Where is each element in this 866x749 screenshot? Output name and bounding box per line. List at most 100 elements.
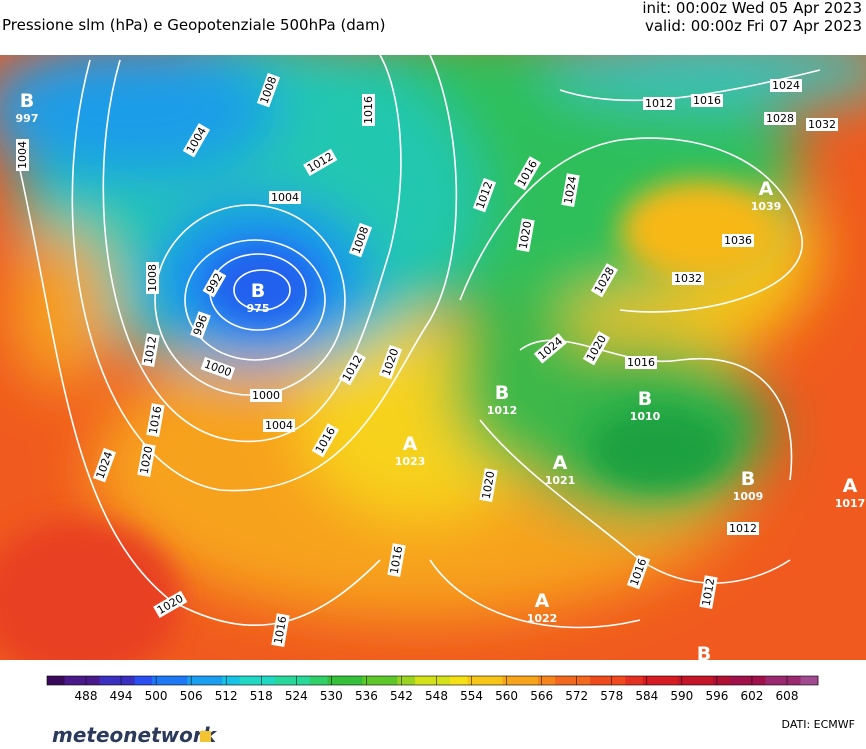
colorbar-segment [712,676,731,685]
colorbar-segment [677,676,696,685]
isobar-label-text: 1012 [142,335,160,365]
center-letter: A [843,475,858,497]
isobar-label-bg [263,419,295,432]
center-letter: B [638,388,652,410]
colorbar-segment [344,676,363,685]
isobar-label-bg [770,79,802,92]
isobar-label-text: 1016 [388,545,406,575]
map-title: Pressione slm (hPa) e Geopotenziale 500h… [2,16,385,34]
center-value: 1023 [395,455,426,468]
isobar-label: 1016 [691,94,723,107]
colorbar-tick-label: 548 [425,689,448,703]
colorbar-tick-label: 536 [355,689,378,703]
colorbar-tick-label: 584 [635,689,658,703]
isobar-label-bg [92,447,117,483]
isobar-label-bg [250,389,282,402]
isobar-label-text: 1004 [271,191,299,204]
colorbar-segment [169,676,188,685]
isobar-label-bg [338,351,367,386]
isobar-label: 1016 [146,403,165,437]
colorbar-segment [134,676,153,685]
isobar-label: 1016 [362,94,375,126]
colorbar-segment [47,676,66,685]
isobar-label-bg [153,590,188,619]
isobar-label-text: 1016 [147,405,165,435]
isobar-label-bg [387,543,406,577]
colorbar-segment [782,676,801,685]
colorbar-segment [222,676,241,685]
isobar-label-bg [764,112,796,125]
isobar-label: 1024 [561,173,580,207]
colorbar-tick-label: 500 [145,689,168,703]
isobar-label-bg [16,139,29,171]
isobar-label-bg [311,423,340,458]
isobar-label-bg [137,443,156,477]
center-letter: A [759,178,774,200]
colorbar-segment [187,676,206,685]
isobar-label-bg [626,554,651,590]
isobar-label-bg [146,262,159,294]
colorbar-tick-label: 554 [460,689,483,703]
colorbar-segment [572,676,591,685]
isobar-label-bg [561,173,580,207]
center-value: 1039 [751,200,782,213]
isobar-label: 1008 [146,262,159,294]
colorbar-tick-label: 566 [530,689,553,703]
colorbar-tick-label: 542 [390,689,413,703]
isobar-label-bg [271,613,290,647]
center-letter: B [741,468,755,490]
center-letter: A [403,433,418,455]
colorbar-segment [642,676,661,685]
isobar-label-text: 1008 [146,264,159,292]
center-value: 1010 [630,410,661,423]
colorbar-tick-label: 512 [215,689,238,703]
isobar-label-bg [303,148,338,177]
map-field [0,55,866,660]
isobar-label: 1020 [516,218,535,252]
isobar-label-bg [516,218,535,252]
colorbar-tick-label: 518 [250,689,273,703]
isobar-label-text: 1012 [729,522,757,535]
isobar-label-text: 1012 [645,97,673,110]
center-value: 1012 [487,404,518,417]
isobar-label-bg [533,333,567,364]
colorbar-tick-label: 488 [75,689,98,703]
init-time: init: 00:00z Wed 05 Apr 2023 [642,0,862,17]
colorbar-segment [292,676,311,685]
isobar-label-bg [472,177,497,213]
colorbar-segment [82,676,101,685]
colorbar-segment [747,676,766,685]
isobar-label-text: 1000 [252,389,280,402]
isobar-label-text: 1020 [480,470,498,500]
isobar-label-bg [672,272,704,285]
isobar-label-text: 1032 [674,272,702,285]
colorbar-segment [117,676,136,685]
isobar-label-bg [479,468,498,502]
isobar-label-bg [348,222,373,258]
center-value: 997 [16,112,39,125]
isobar-label-text: 1024 [772,79,800,92]
colorbar-tick-label: 524 [285,689,308,703]
center-letter: B [251,280,265,302]
isobar-label: 1020 [137,443,156,477]
colorbar-segment [414,676,433,685]
isobar-label: 1004 [263,419,295,432]
colorbar-segment [257,676,276,685]
isobar-label-bg [141,333,160,367]
isobar-label: 1032 [672,272,704,285]
isobar-label: 1016 [625,356,657,369]
isobar-label-text: 1004 [16,141,29,169]
isobar-label-bg [182,123,211,158]
isobar-label: 1000 [250,389,282,402]
isobar-label-bg [269,191,301,204]
isobar-label: 1032 [806,118,838,131]
isobar-label-text: 1016 [693,94,721,107]
isobar-label: 1012 [643,97,675,110]
colorbar-segment [502,676,521,685]
isobar-label-bg [513,156,542,191]
isobar-label: 1028 [764,112,796,125]
brand: meteonetwork [52,723,218,745]
